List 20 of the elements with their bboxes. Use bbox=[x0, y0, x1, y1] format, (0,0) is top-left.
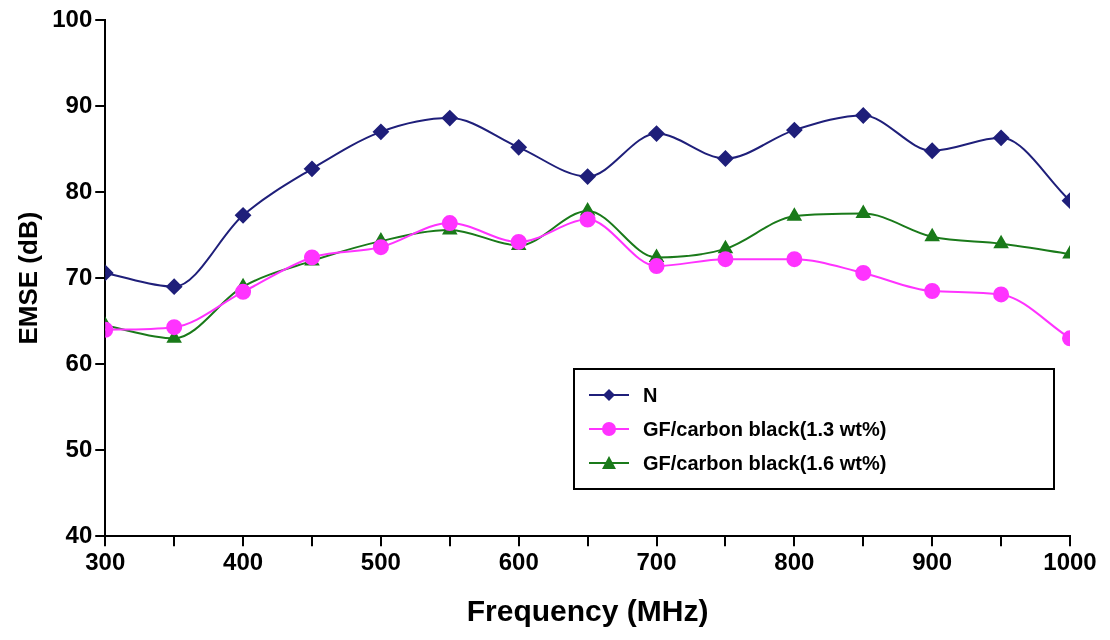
x-tick-label: 1000 bbox=[1043, 548, 1097, 576]
x-tick-label: 500 bbox=[360, 548, 401, 576]
x-tick-label: 700 bbox=[636, 548, 677, 576]
y-tick-label: 90 bbox=[65, 90, 93, 118]
y-tick-label: 50 bbox=[65, 434, 93, 462]
y-tick-label: 70 bbox=[65, 262, 93, 290]
legend-label: N bbox=[643, 383, 658, 407]
x-tick-label: 900 bbox=[912, 548, 953, 576]
x-tick-label: 400 bbox=[223, 548, 264, 576]
x-tick-label: 600 bbox=[498, 548, 539, 576]
y-axis-title: EMSE (dB) bbox=[12, 211, 43, 345]
x-tick-label: 800 bbox=[774, 548, 815, 576]
legend-label: GF/carbon black(1.3 wt%) bbox=[643, 417, 887, 441]
x-axis-title: Frequency (MHz) bbox=[466, 594, 709, 628]
y-tick-label: 80 bbox=[65, 176, 93, 204]
x-tick-label: 300 bbox=[85, 548, 126, 576]
y-tick-label: 60 bbox=[65, 348, 93, 376]
y-tick-label: 100 bbox=[52, 4, 93, 32]
legend-label: GF/carbon black(1.6 wt%) bbox=[643, 451, 887, 475]
y-tick-label: 40 bbox=[65, 520, 93, 548]
